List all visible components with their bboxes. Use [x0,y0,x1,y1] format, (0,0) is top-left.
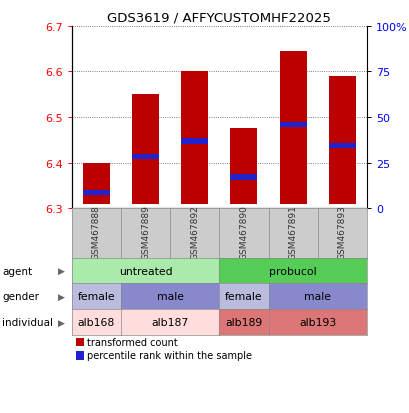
Text: alb189: alb189 [225,317,262,327]
Text: alb168: alb168 [78,317,115,327]
Text: alb193: alb193 [299,317,335,327]
Bar [230,129,257,204]
Bar [279,52,306,204]
Text: ▶: ▶ [58,318,65,327]
Text: GSM467892: GSM467892 [190,205,199,260]
Text: GSM467890: GSM467890 [239,205,248,260]
Text: male: male [156,292,183,301]
Text: individual: individual [2,317,53,327]
Text: female: female [77,292,115,301]
Bar [181,72,208,204]
Text: alb187: alb187 [151,317,188,327]
Text: GSM467891: GSM467891 [288,205,297,260]
Text: ▶: ▶ [58,292,65,301]
Text: female: female [225,292,262,301]
Text: probucol: probucol [269,266,316,276]
Text: percentile rank within the sample: percentile rank within the sample [87,351,252,361]
Bar [328,77,355,204]
Bar [230,175,257,180]
Text: male: male [303,292,330,301]
Title: GDS3619 / AFFYCUSTOMHF22025: GDS3619 / AFFYCUSTOMHF22025 [107,11,330,24]
Text: ▶: ▶ [58,266,65,275]
Bar [328,144,355,149]
Text: untreated: untreated [119,266,172,276]
Text: GSM467888: GSM467888 [92,205,101,260]
Bar [83,163,110,204]
Bar [132,154,159,160]
Bar [279,123,306,128]
Text: gender: gender [2,292,39,301]
Text: GSM467893: GSM467893 [337,205,346,260]
Text: transformed count: transformed count [87,337,178,347]
Text: GSM467889: GSM467889 [141,205,150,260]
Bar [181,139,208,145]
Text: agent: agent [2,266,32,276]
Bar [83,190,110,196]
Bar [132,95,159,204]
